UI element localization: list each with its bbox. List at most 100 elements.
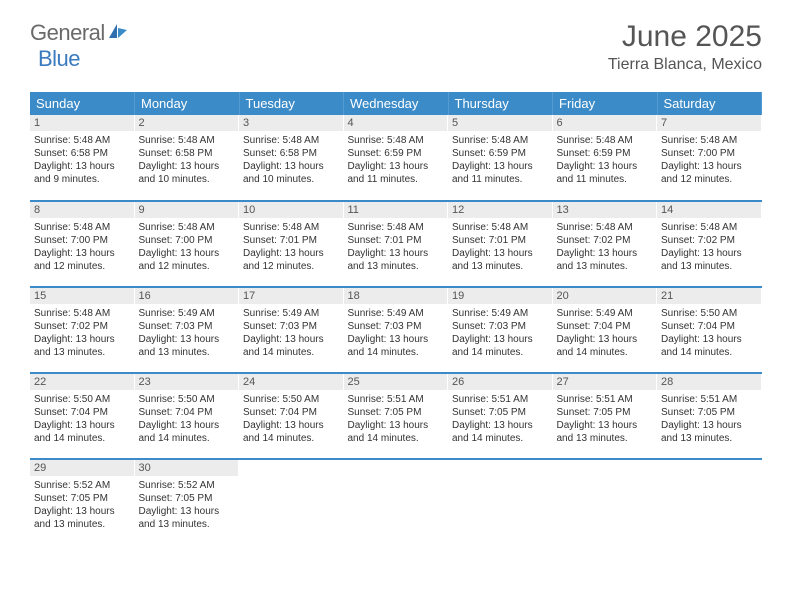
calendar-cell: 25Sunrise: 5:51 AMSunset: 7:05 PMDayligh… (344, 373, 449, 459)
day-details: Sunrise: 5:48 AMSunset: 7:02 PMDaylight:… (553, 218, 658, 275)
day-number: 28 (657, 374, 762, 390)
day-number: 23 (135, 374, 240, 390)
day-number: 16 (135, 288, 240, 304)
day-number: 15 (30, 288, 135, 304)
col-sun: Sunday (30, 92, 135, 115)
day-details: Sunrise: 5:48 AMSunset: 7:00 PMDaylight:… (657, 131, 762, 188)
calendar-cell: 4Sunrise: 5:48 AMSunset: 6:59 PMDaylight… (344, 115, 449, 201)
page-header: General June 2025 Tierra Blanca, Mexico (0, 0, 792, 84)
day-details: Sunrise: 5:49 AMSunset: 7:03 PMDaylight:… (448, 304, 553, 361)
calendar-cell: 15Sunrise: 5:48 AMSunset: 7:02 PMDayligh… (30, 287, 135, 373)
calendar-week-row: 15Sunrise: 5:48 AMSunset: 7:02 PMDayligh… (30, 287, 762, 373)
day-number: 18 (344, 288, 449, 304)
calendar-cell: 8Sunrise: 5:48 AMSunset: 7:00 PMDaylight… (30, 201, 135, 287)
day-number: 13 (553, 202, 658, 218)
col-tue: Tuesday (239, 92, 344, 115)
day-details: Sunrise: 5:48 AMSunset: 7:01 PMDaylight:… (344, 218, 449, 275)
day-details: Sunrise: 5:48 AMSunset: 7:00 PMDaylight:… (30, 218, 135, 275)
day-details: Sunrise: 5:48 AMSunset: 7:00 PMDaylight:… (135, 218, 240, 275)
day-details: Sunrise: 5:48 AMSunset: 6:59 PMDaylight:… (344, 131, 449, 188)
day-details: Sunrise: 5:49 AMSunset: 7:04 PMDaylight:… (553, 304, 658, 361)
day-number: 10 (239, 202, 344, 218)
day-details: Sunrise: 5:48 AMSunset: 6:58 PMDaylight:… (239, 131, 344, 188)
day-number: 8 (30, 202, 135, 218)
calendar-cell (239, 459, 344, 545)
logo-text-general: General (30, 20, 105, 46)
day-details: Sunrise: 5:48 AMSunset: 7:02 PMDaylight:… (30, 304, 135, 361)
day-details: Sunrise: 5:50 AMSunset: 7:04 PMDaylight:… (30, 390, 135, 447)
calendar-cell: 20Sunrise: 5:49 AMSunset: 7:04 PMDayligh… (553, 287, 658, 373)
day-details: Sunrise: 5:48 AMSunset: 7:01 PMDaylight:… (239, 218, 344, 275)
calendar-cell: 17Sunrise: 5:49 AMSunset: 7:03 PMDayligh… (239, 287, 344, 373)
calendar-week-row: 22Sunrise: 5:50 AMSunset: 7:04 PMDayligh… (30, 373, 762, 459)
day-details: Sunrise: 5:48 AMSunset: 6:58 PMDaylight:… (30, 131, 135, 188)
day-details: Sunrise: 5:49 AMSunset: 7:03 PMDaylight:… (344, 304, 449, 361)
calendar-cell: 28Sunrise: 5:51 AMSunset: 7:05 PMDayligh… (657, 373, 762, 459)
day-number: 4 (344, 115, 449, 131)
day-number: 26 (448, 374, 553, 390)
calendar-cell: 6Sunrise: 5:48 AMSunset: 6:59 PMDaylight… (553, 115, 658, 201)
calendar-week-row: 1Sunrise: 5:48 AMSunset: 6:58 PMDaylight… (30, 115, 762, 201)
day-number: 6 (553, 115, 658, 131)
calendar-cell (344, 459, 449, 545)
day-number: 14 (657, 202, 762, 218)
day-number: 20 (553, 288, 658, 304)
calendar-cell (448, 459, 553, 545)
day-details: Sunrise: 5:52 AMSunset: 7:05 PMDaylight:… (30, 476, 135, 533)
day-number: 17 (239, 288, 344, 304)
calendar-table: Sunday Monday Tuesday Wednesday Thursday… (30, 92, 762, 545)
calendar-cell: 23Sunrise: 5:50 AMSunset: 7:04 PMDayligh… (135, 373, 240, 459)
day-details: Sunrise: 5:51 AMSunset: 7:05 PMDaylight:… (553, 390, 658, 447)
day-details: Sunrise: 5:52 AMSunset: 7:05 PMDaylight:… (135, 476, 240, 533)
logo: General (30, 20, 133, 46)
day-number: 1 (30, 115, 135, 131)
day-details: Sunrise: 5:49 AMSunset: 7:03 PMDaylight:… (135, 304, 240, 361)
calendar-cell: 1Sunrise: 5:48 AMSunset: 6:58 PMDaylight… (30, 115, 135, 201)
calendar-cell: 13Sunrise: 5:48 AMSunset: 7:02 PMDayligh… (553, 201, 658, 287)
day-number: 12 (448, 202, 553, 218)
day-details: Sunrise: 5:50 AMSunset: 7:04 PMDaylight:… (135, 390, 240, 447)
location-subtitle: Tierra Blanca, Mexico (608, 56, 762, 74)
day-details: Sunrise: 5:48 AMSunset: 6:59 PMDaylight:… (553, 131, 658, 188)
calendar-week-row: 29Sunrise: 5:52 AMSunset: 7:05 PMDayligh… (30, 459, 762, 545)
day-details: Sunrise: 5:48 AMSunset: 7:02 PMDaylight:… (657, 218, 762, 275)
calendar-cell: 29Sunrise: 5:52 AMSunset: 7:05 PMDayligh… (30, 459, 135, 545)
day-details: Sunrise: 5:51 AMSunset: 7:05 PMDaylight:… (344, 390, 449, 447)
day-details: Sunrise: 5:48 AMSunset: 6:58 PMDaylight:… (135, 131, 240, 188)
calendar-cell: 27Sunrise: 5:51 AMSunset: 7:05 PMDayligh… (553, 373, 658, 459)
day-details: Sunrise: 5:48 AMSunset: 6:59 PMDaylight:… (448, 131, 553, 188)
calendar-cell (657, 459, 762, 545)
calendar-cell: 7Sunrise: 5:48 AMSunset: 7:00 PMDaylight… (657, 115, 762, 201)
calendar-cell: 21Sunrise: 5:50 AMSunset: 7:04 PMDayligh… (657, 287, 762, 373)
calendar-cell: 10Sunrise: 5:48 AMSunset: 7:01 PMDayligh… (239, 201, 344, 287)
day-details: Sunrise: 5:49 AMSunset: 7:03 PMDaylight:… (239, 304, 344, 361)
day-number: 9 (135, 202, 240, 218)
calendar-cell: 26Sunrise: 5:51 AMSunset: 7:05 PMDayligh… (448, 373, 553, 459)
logo-sail-icon (107, 22, 129, 45)
month-title: June 2025 (608, 20, 762, 54)
day-details: Sunrise: 5:50 AMSunset: 7:04 PMDaylight:… (657, 304, 762, 361)
day-number: 30 (135, 460, 240, 476)
calendar-cell: 5Sunrise: 5:48 AMSunset: 6:59 PMDaylight… (448, 115, 553, 201)
day-number: 5 (448, 115, 553, 131)
col-mon: Monday (135, 92, 240, 115)
calendar-cell: 9Sunrise: 5:48 AMSunset: 7:00 PMDaylight… (135, 201, 240, 287)
day-number: 27 (553, 374, 658, 390)
day-number: 3 (239, 115, 344, 131)
calendar-cell: 16Sunrise: 5:49 AMSunset: 7:03 PMDayligh… (135, 287, 240, 373)
logo-text-blue: Blue (38, 46, 80, 71)
col-fri: Friday (553, 92, 658, 115)
calendar-cell: 11Sunrise: 5:48 AMSunset: 7:01 PMDayligh… (344, 201, 449, 287)
day-details: Sunrise: 5:50 AMSunset: 7:04 PMDaylight:… (239, 390, 344, 447)
day-details: Sunrise: 5:51 AMSunset: 7:05 PMDaylight:… (448, 390, 553, 447)
day-details: Sunrise: 5:48 AMSunset: 7:01 PMDaylight:… (448, 218, 553, 275)
col-sat: Saturday (657, 92, 762, 115)
title-block: June 2025 Tierra Blanca, Mexico (608, 20, 762, 74)
col-thu: Thursday (448, 92, 553, 115)
day-number: 2 (135, 115, 240, 131)
calendar-cell: 22Sunrise: 5:50 AMSunset: 7:04 PMDayligh… (30, 373, 135, 459)
calendar-cell: 14Sunrise: 5:48 AMSunset: 7:02 PMDayligh… (657, 201, 762, 287)
day-number: 11 (344, 202, 449, 218)
day-number: 29 (30, 460, 135, 476)
day-number: 19 (448, 288, 553, 304)
